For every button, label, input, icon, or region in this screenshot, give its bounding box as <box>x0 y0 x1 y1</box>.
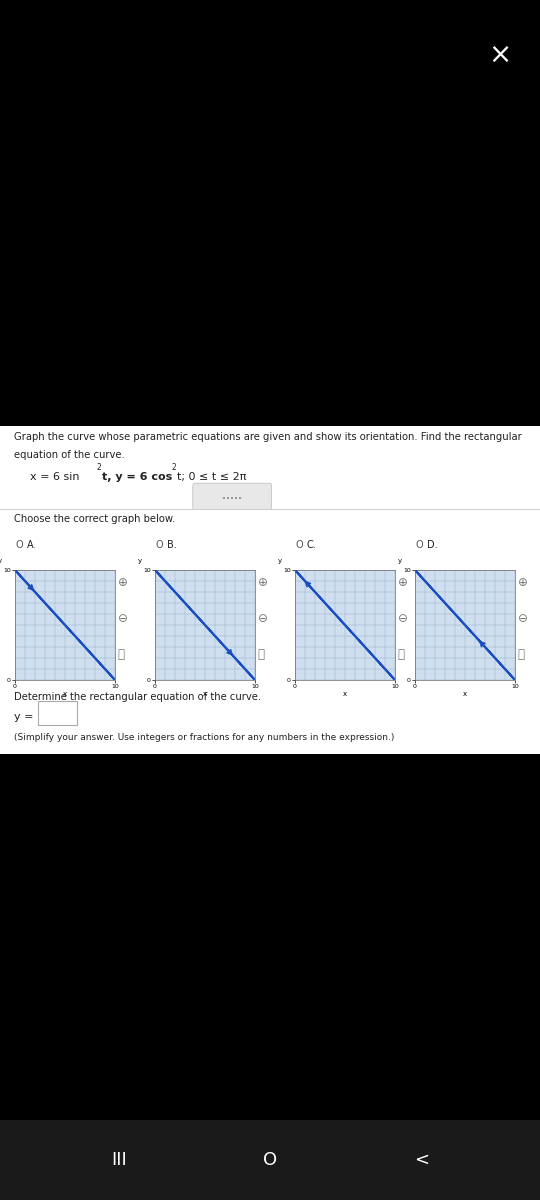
Text: Graph the curve whose parametric equations are given and show its orientation. F: Graph the curve whose parametric equatio… <box>14 432 521 442</box>
Text: Determine the rectangular equation of the curve.: Determine the rectangular equation of th… <box>14 692 261 702</box>
Text: ⊕: ⊕ <box>518 576 528 589</box>
Text: O: O <box>263 1151 277 1169</box>
Text: C.: C. <box>307 540 316 550</box>
Text: ⊖: ⊖ <box>397 612 408 625</box>
Text: x = 6 sin: x = 6 sin <box>30 472 79 482</box>
Text: 2: 2 <box>172 463 177 473</box>
Text: B.: B. <box>167 540 177 550</box>
Y-axis label: y: y <box>278 558 282 564</box>
Text: t, y = 6 cos: t, y = 6 cos <box>102 472 172 482</box>
X-axis label: x: x <box>463 690 467 696</box>
Y-axis label: y: y <box>138 558 142 564</box>
X-axis label: x: x <box>343 690 347 696</box>
Text: O: O <box>15 540 23 550</box>
Text: ⧉: ⧉ <box>258 648 265 661</box>
Text: t; 0 ≤ t ≤ 2π: t; 0 ≤ t ≤ 2π <box>177 472 246 482</box>
Text: ⧉: ⧉ <box>118 648 125 661</box>
Y-axis label: y: y <box>0 558 2 564</box>
Text: ⧉: ⧉ <box>397 648 404 661</box>
Text: ⊖: ⊖ <box>258 612 268 625</box>
Text: O: O <box>415 540 423 550</box>
Text: 2: 2 <box>96 463 101 473</box>
Text: y =: y = <box>14 712 37 722</box>
Text: A.: A. <box>27 540 36 550</box>
Text: ×: × <box>488 41 512 70</box>
Text: D.: D. <box>427 540 437 550</box>
Text: Choose the correct graph below.: Choose the correct graph below. <box>14 514 175 524</box>
Text: ⊕: ⊕ <box>258 576 268 589</box>
Text: ⧉: ⧉ <box>518 648 525 661</box>
X-axis label: x: x <box>203 690 207 696</box>
Text: ⊕: ⊕ <box>397 576 408 589</box>
Text: equation of the curve.: equation of the curve. <box>14 450 124 460</box>
Y-axis label: y: y <box>398 558 402 564</box>
Text: III: III <box>111 1151 127 1169</box>
Text: ⊖: ⊖ <box>518 612 528 625</box>
Text: <: < <box>414 1151 429 1169</box>
Text: •••••: ••••• <box>222 496 242 502</box>
Text: ⊕: ⊕ <box>118 576 127 589</box>
Text: ⊖: ⊖ <box>118 612 127 625</box>
X-axis label: x: x <box>63 690 67 696</box>
Text: O: O <box>295 540 302 550</box>
Text: (Simplify your answer. Use integers or fractions for any numbers in the expressi: (Simplify your answer. Use integers or f… <box>14 733 394 742</box>
Text: O: O <box>155 540 163 550</box>
